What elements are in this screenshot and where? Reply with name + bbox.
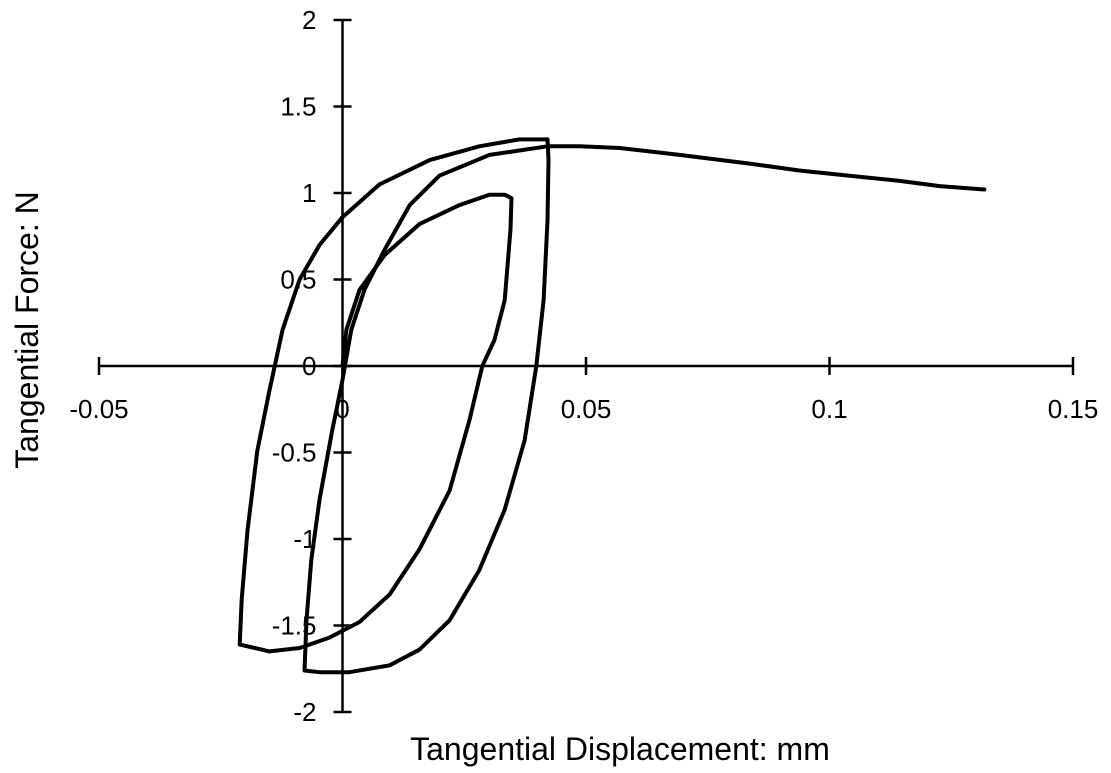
y-tick-label: 1.5 <box>280 92 316 122</box>
x-tick-label: 0.1 <box>811 394 847 424</box>
y-tick-label: 1 <box>302 178 316 208</box>
y-tick-label: -0.5 <box>272 438 317 468</box>
y-tick-label: -1.5 <box>272 611 317 641</box>
y-tick-label: 0 <box>302 351 316 381</box>
x-tick-label: 0.05 <box>561 394 612 424</box>
y-tick-label: -2 <box>293 697 316 727</box>
x-tick-label: -0.05 <box>69 394 128 424</box>
y-tick-label: -1 <box>293 524 316 554</box>
x-axis-title: Tangential Displacement: mm <box>410 731 830 767</box>
y-tick-label: 2 <box>302 5 316 35</box>
y-axis-title: Tangential Force: N <box>9 191 45 468</box>
x-tick-label: 0.15 <box>1048 394 1099 424</box>
data-line <box>237 137 987 675</box>
